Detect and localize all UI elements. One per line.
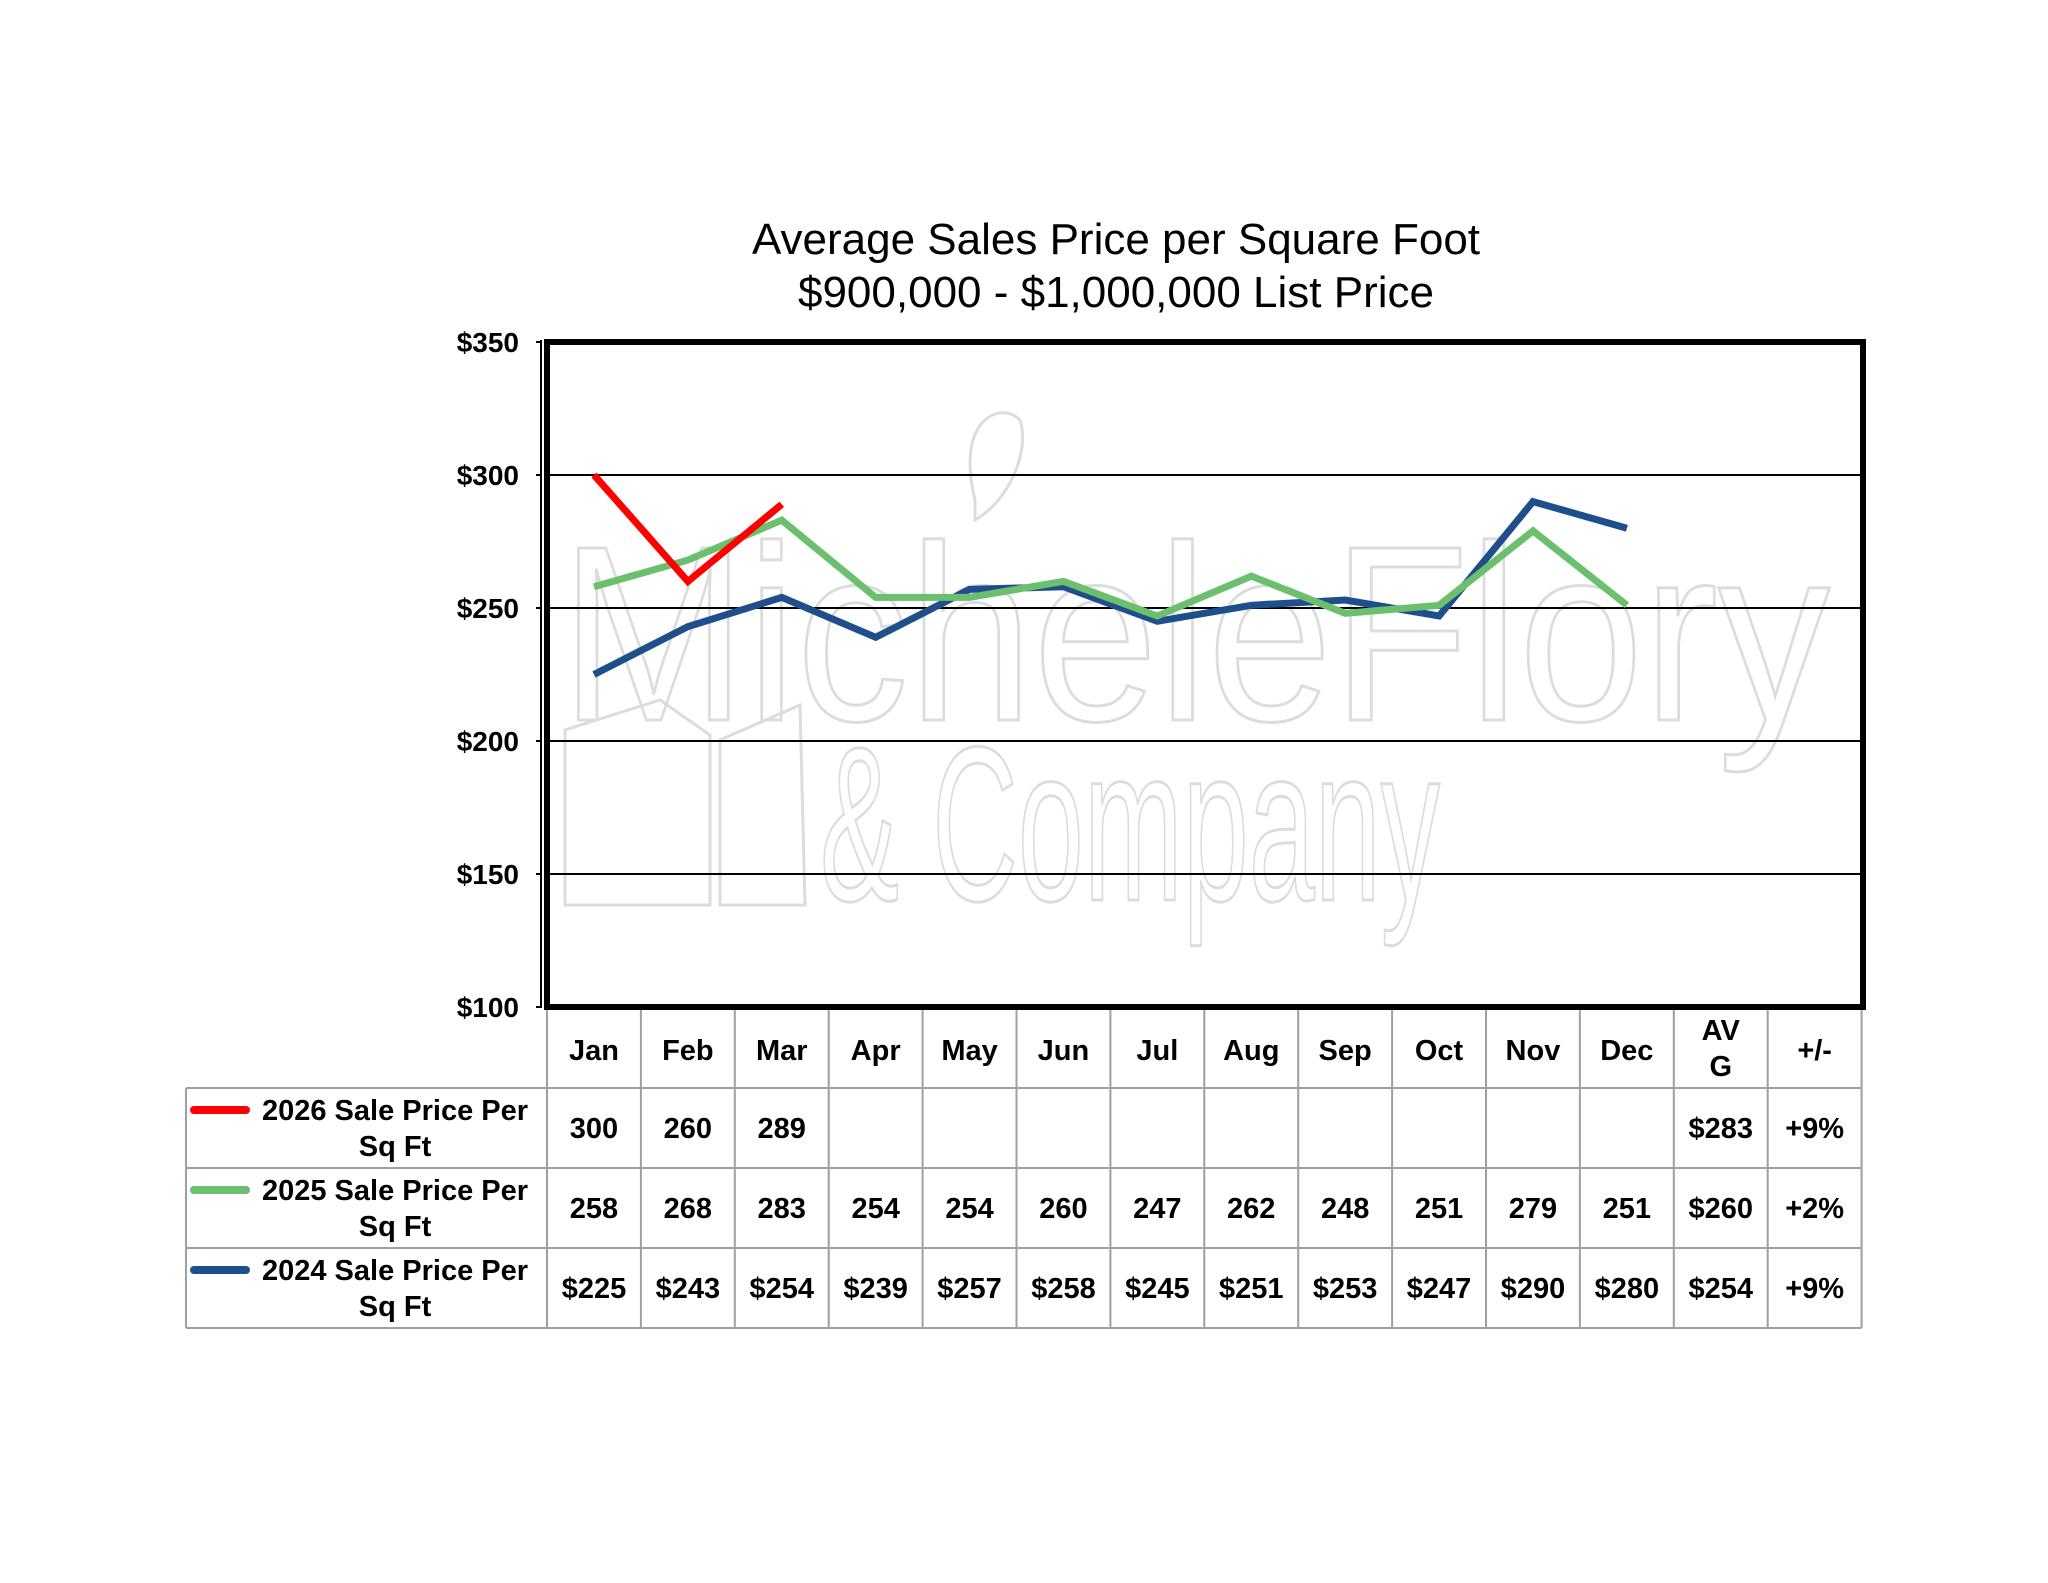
table-cell: $225 bbox=[562, 1273, 627, 1305]
y-tick-label: $300 bbox=[457, 460, 519, 491]
table-cell: 283 bbox=[758, 1193, 806, 1225]
series-label: 2024 Sale Price Per bbox=[262, 1255, 528, 1287]
table-cell: 268 bbox=[664, 1193, 712, 1225]
y-tick-label: $250 bbox=[457, 593, 519, 624]
x-tick-label: Nov bbox=[1506, 1035, 1561, 1067]
watermark-house-logo bbox=[563, 411, 1025, 907]
table-cell: $243 bbox=[656, 1273, 721, 1305]
x-tick-label: Mar bbox=[756, 1035, 808, 1067]
avg-cell: $260 bbox=[1688, 1193, 1753, 1225]
table-cell: $290 bbox=[1501, 1273, 1566, 1305]
table-cell: $245 bbox=[1125, 1273, 1190, 1305]
change-cell: +2% bbox=[1785, 1193, 1844, 1225]
table-cell: $280 bbox=[1595, 1273, 1660, 1305]
series-label: 2025 Sale Price Per bbox=[262, 1175, 528, 1207]
table-cell: 251 bbox=[1415, 1193, 1463, 1225]
table-cell: 300 bbox=[570, 1113, 618, 1145]
series-label-cont: Sq Ft bbox=[359, 1291, 432, 1323]
chart-title: Average Sales Price per Square Foot bbox=[752, 215, 1480, 264]
table-cell: 247 bbox=[1133, 1193, 1181, 1225]
series-line bbox=[593, 516, 1630, 620]
table-cell: $239 bbox=[843, 1273, 908, 1305]
table-cell: 254 bbox=[851, 1193, 899, 1225]
series-line bbox=[591, 472, 785, 587]
y-tick-label: $200 bbox=[457, 726, 519, 757]
table-cell: 258 bbox=[570, 1193, 618, 1225]
x-tick-label: Oct bbox=[1415, 1035, 1464, 1067]
change-cell: +9% bbox=[1785, 1113, 1844, 1145]
x-tick-label: Aug bbox=[1223, 1035, 1279, 1067]
change-cell: +9% bbox=[1785, 1273, 1844, 1305]
avg-cell: $254 bbox=[1688, 1273, 1753, 1305]
y-tick-label: $350 bbox=[457, 327, 519, 358]
watermark: MicheleFlory & Company bbox=[559, 411, 1832, 949]
x-tick-label: Sep bbox=[1319, 1035, 1372, 1067]
series-label-cont: Sq Ft bbox=[359, 1131, 432, 1163]
table-cell: $253 bbox=[1313, 1273, 1378, 1305]
change-header: +/- bbox=[1797, 1035, 1832, 1067]
avg-cell: $283 bbox=[1688, 1113, 1753, 1145]
table-cell: 260 bbox=[1039, 1193, 1087, 1225]
y-tick-label: $100 bbox=[457, 992, 519, 1023]
avg-header-line2: G bbox=[1709, 1051, 1732, 1083]
table-cell: $257 bbox=[937, 1273, 1002, 1305]
table-cell: $258 bbox=[1031, 1273, 1096, 1305]
chart-subtitle: $900,000 - $1,000,000 List Price bbox=[798, 268, 1434, 317]
table-cell: $254 bbox=[749, 1273, 814, 1305]
watermark-line1: MicheleFlory bbox=[560, 494, 1830, 773]
table-cell: 254 bbox=[945, 1193, 993, 1225]
gridlines bbox=[547, 474, 1863, 875]
avg-header-line1: AV bbox=[1702, 1015, 1741, 1047]
table-cell: $251 bbox=[1219, 1273, 1284, 1305]
watermark-line2: & Company bbox=[820, 701, 1440, 947]
x-tick-label: Feb bbox=[662, 1035, 714, 1067]
x-tick-label: Apr bbox=[851, 1035, 901, 1067]
table-cell: 279 bbox=[1509, 1193, 1557, 1225]
table-cell: 251 bbox=[1603, 1193, 1651, 1225]
x-tick-label: Dec bbox=[1600, 1035, 1653, 1067]
data-table: Jan Feb Mar Apr May Jun Jul Aug Sep Oct Nov Dec AV G +… bbox=[185, 1010, 1863, 1329]
y-axis-ticks: $100 $150 $200 $250 $300 $350 bbox=[457, 327, 541, 1023]
table-cell: $247 bbox=[1407, 1273, 1472, 1305]
series-lines bbox=[591, 472, 1630, 678]
x-tick-label: May bbox=[941, 1035, 997, 1067]
y-tick-label: $150 bbox=[457, 859, 519, 890]
x-tick-label: Jan bbox=[569, 1035, 619, 1067]
plot-area bbox=[544, 339, 1866, 1010]
table-cell: 262 bbox=[1227, 1193, 1275, 1225]
series-label-cont: Sq Ft bbox=[359, 1211, 432, 1243]
x-tick-label: Jul bbox=[1136, 1035, 1178, 1067]
table-cell: 260 bbox=[664, 1113, 712, 1145]
table-cell: 289 bbox=[758, 1113, 806, 1145]
table-cell: 248 bbox=[1321, 1193, 1369, 1225]
x-tick-label: Jun bbox=[1038, 1035, 1090, 1067]
series-label: 2026 Sale Price Per bbox=[262, 1095, 528, 1127]
